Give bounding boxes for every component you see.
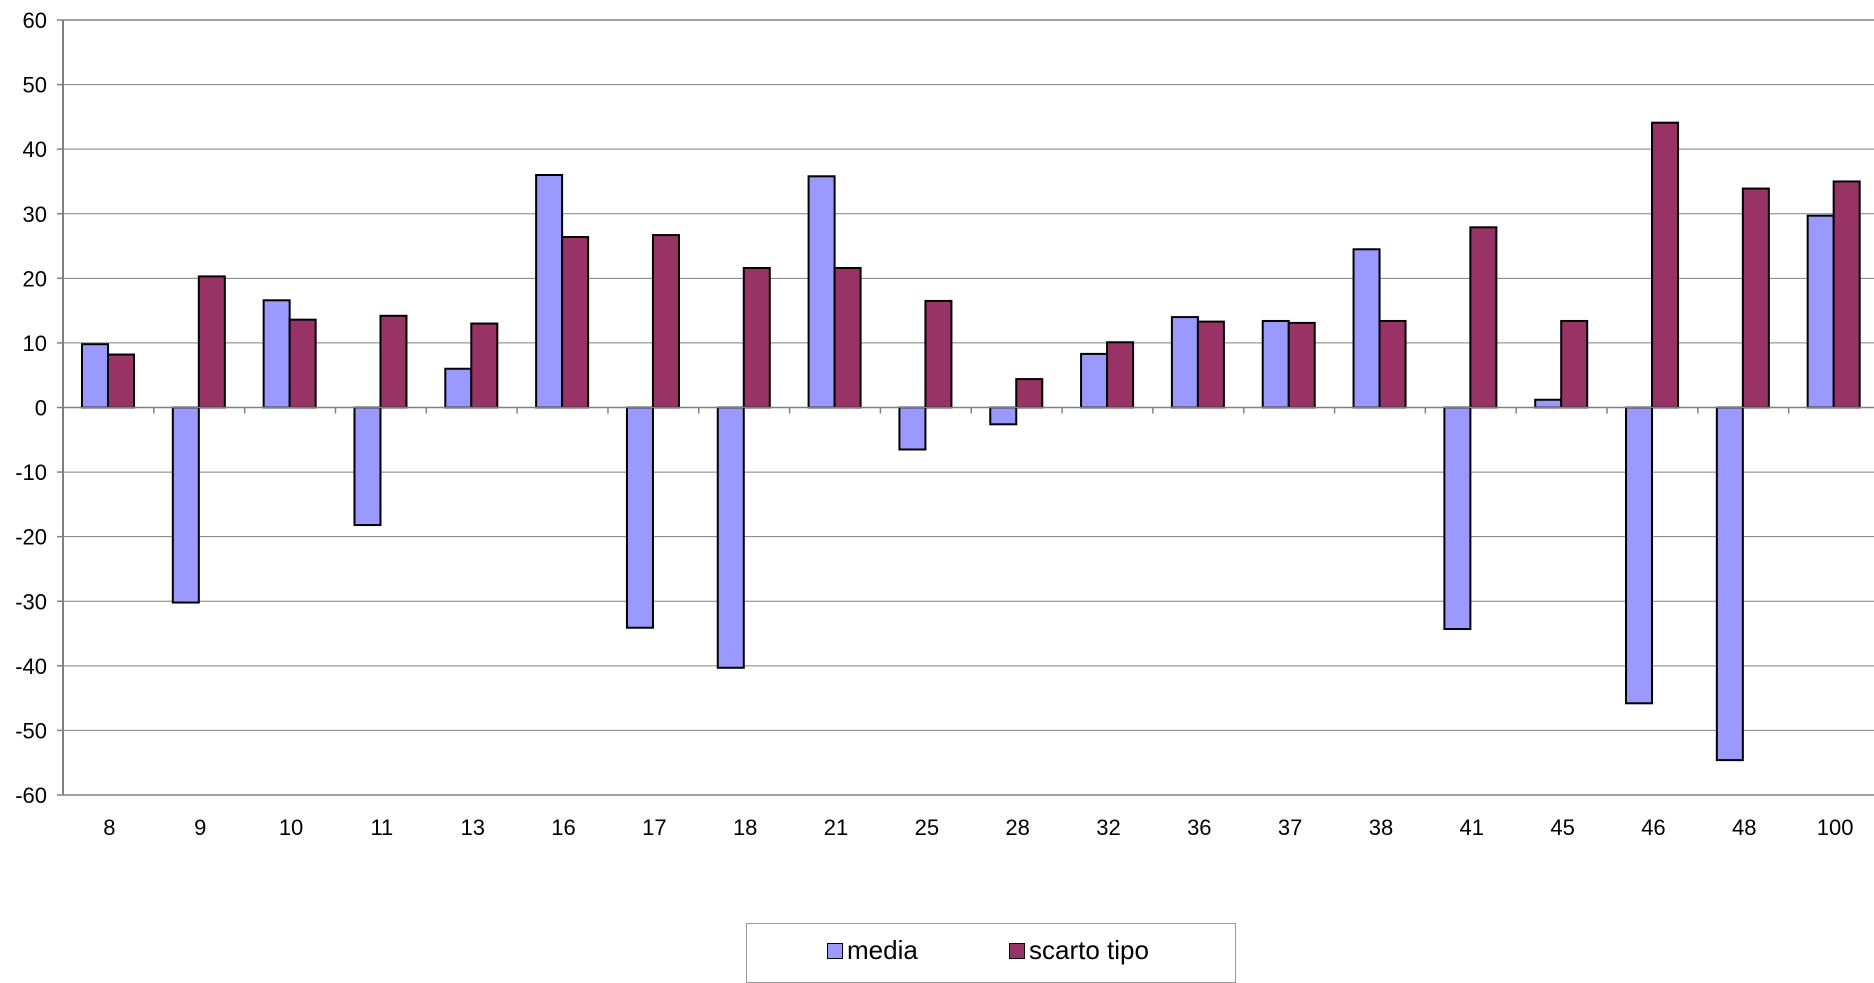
- legend-label-scarto-tipo: scarto tipo: [1029, 935, 1149, 965]
- y-tick-label: 10: [23, 331, 47, 356]
- bar-media-9: [171, 406, 200, 604]
- y-tick-label: -10: [15, 460, 47, 485]
- x-tick-label: 36: [1187, 815, 1211, 840]
- legend-label-media: media: [847, 935, 918, 965]
- bars: [81, 121, 1861, 762]
- bar-scarto-tipo-32: [1106, 341, 1135, 409]
- legend-item-media: media: [827, 935, 918, 966]
- bar-media-100: [1806, 214, 1835, 409]
- bar-media-28: [989, 406, 1018, 426]
- bar-scarto-tipo-21: [833, 267, 862, 409]
- y-tick-label: -30: [15, 589, 47, 614]
- bar-scarto-tipo-36: [1196, 320, 1225, 409]
- x-tick-label: 41: [1460, 815, 1484, 840]
- x-tick-label: 17: [642, 815, 666, 840]
- x-tick-label: 28: [1005, 815, 1029, 840]
- bar-media-48: [1715, 406, 1744, 762]
- bar-media-18: [716, 406, 745, 669]
- bar-scarto-tipo-13: [470, 322, 499, 409]
- bar-media-21: [807, 175, 836, 409]
- y-tick-label: -60: [15, 783, 47, 808]
- bar-media-37: [1261, 319, 1290, 409]
- bar-media-10: [262, 299, 291, 409]
- bar-scarto-tipo-41: [1469, 226, 1498, 409]
- x-tick-label: 25: [915, 815, 939, 840]
- bar-media-8: [81, 343, 109, 409]
- bar-scarto-tipo-100: [1832, 180, 1861, 409]
- x-tick-label: 21: [824, 815, 848, 840]
- y-tick-label: 50: [23, 73, 47, 98]
- x-tick-label: 11: [370, 815, 393, 840]
- legend: media scarto tipo: [746, 923, 1236, 983]
- bar-media-16: [535, 174, 564, 409]
- x-tick-label: 9: [194, 815, 206, 840]
- bar-media-13: [444, 367, 473, 409]
- bar-scarto-tipo-28: [1015, 378, 1044, 409]
- legend-swatch-scarto-tipo: [1009, 942, 1025, 959]
- x-tick-label: 48: [1732, 815, 1756, 840]
- y-tick-label: 40: [23, 137, 47, 162]
- y-tick-label: -20: [15, 525, 47, 550]
- x-tick-label: 16: [551, 815, 575, 840]
- bar-scarto-tipo-11: [379, 314, 408, 409]
- bar-scarto-tipo-48: [1741, 187, 1770, 409]
- bar-scarto-tipo-9: [197, 275, 226, 409]
- x-tick-label: 32: [1096, 815, 1120, 840]
- y-tick-label: 30: [23, 202, 47, 227]
- bar-media-41: [1443, 406, 1472, 631]
- x-tick-label: 10: [279, 815, 303, 840]
- bar-media-11: [353, 406, 382, 527]
- bar-scarto-tipo-8: [107, 353, 135, 409]
- x-tick-label: 8: [103, 815, 115, 840]
- bar-scarto-tipo-17: [651, 234, 680, 409]
- y-tick-label: 0: [35, 396, 47, 421]
- x-tick-label: 100: [1817, 815, 1854, 840]
- legend-item-scarto-tipo: scarto tipo: [1009, 935, 1149, 966]
- x-tick-label: 46: [1641, 815, 1665, 840]
- legend-swatch-media: [827, 942, 843, 959]
- y-tick-label: -50: [15, 718, 47, 743]
- y-tick-label: -40: [15, 654, 47, 679]
- x-tick-label: 38: [1369, 815, 1393, 840]
- bar-media-32: [1080, 352, 1109, 409]
- bar-media-25: [898, 406, 927, 451]
- bar-scarto-tipo-38: [1378, 319, 1407, 409]
- bar-scarto-tipo-37: [1287, 321, 1316, 409]
- x-tick-label: 37: [1278, 815, 1302, 840]
- bar-media-36: [1170, 316, 1199, 409]
- x-tick-label: 13: [460, 815, 484, 840]
- bar-scarto-tipo-10: [288, 318, 317, 409]
- bar-scarto-tipo-16: [561, 236, 590, 409]
- x-tick-label: 18: [733, 815, 757, 840]
- bar-media-46: [1625, 406, 1654, 705]
- bar-scarto-tipo-46: [1651, 121, 1680, 409]
- bar-scarto-tipo-25: [924, 299, 953, 409]
- bar-scarto-tipo-45: [1560, 319, 1589, 409]
- x-tick-label: 45: [1550, 815, 1574, 840]
- y-tick-label: 20: [23, 266, 47, 291]
- bar-media-45: [1534, 398, 1563, 409]
- bar-scarto-tipo-18: [742, 267, 771, 409]
- bar-media-17: [625, 406, 654, 629]
- axes: [57, 19, 1874, 796]
- y-tick-label: 60: [23, 8, 47, 33]
- bar-media-38: [1352, 248, 1381, 409]
